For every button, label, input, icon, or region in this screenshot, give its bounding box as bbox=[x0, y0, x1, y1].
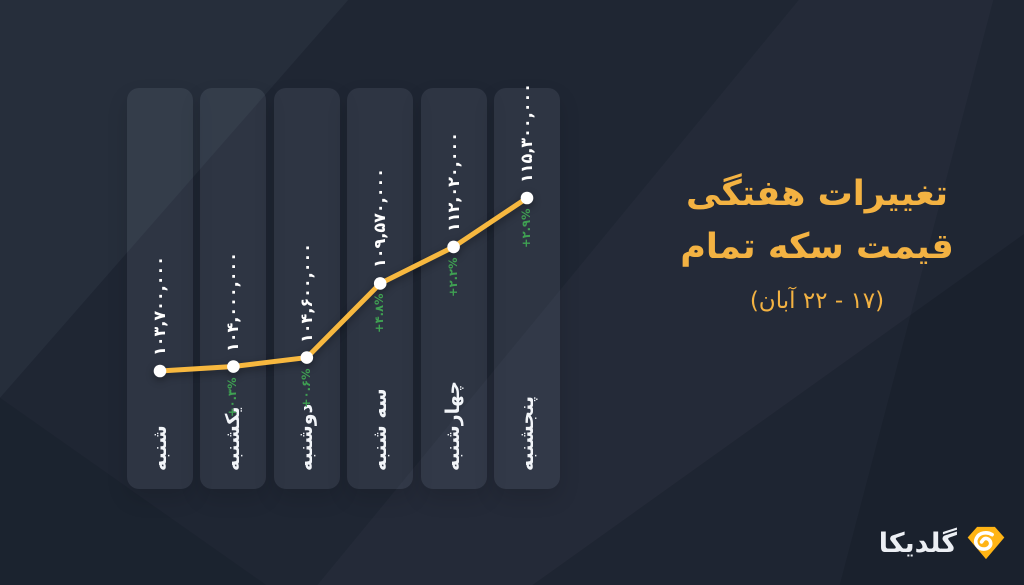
data-point bbox=[227, 360, 240, 373]
day-label: دوشنبه bbox=[295, 403, 318, 471]
price-line bbox=[157, 195, 530, 374]
data-point bbox=[447, 240, 460, 254]
chart-date-range: (۱۷ - ۲۲ آبان) bbox=[749, 288, 885, 314]
goldika-gem-icon bbox=[967, 526, 1005, 560]
bar-column bbox=[494, 88, 560, 489]
bar-column bbox=[273, 88, 340, 489]
bar-column bbox=[200, 88, 267, 489]
value-label: ۱۱۲,۰۲۰,۰۰۰ bbox=[443, 131, 463, 232]
chart-title-line1: تغییرات هفتگی bbox=[685, 174, 949, 214]
change-percent-label: +۲.۹% bbox=[519, 208, 533, 248]
data-point bbox=[373, 277, 387, 290]
bar-column bbox=[127, 88, 193, 489]
goldika-logo: گلدیکا bbox=[879, 525, 1006, 561]
title-block: تغییرات هفتگی قیمت سکه تمام (۱۷ - ۲۲ آبا… bbox=[602, 168, 1024, 314]
data-point bbox=[520, 191, 534, 205]
day-label: چهارشنبه bbox=[442, 380, 465, 471]
change-percent-label: +۰.۳% bbox=[225, 376, 240, 417]
value-label: ۱۰۳,۷۰۰,۰۰۰ bbox=[150, 255, 169, 356]
data-point bbox=[153, 364, 167, 378]
day-label: شنبه bbox=[148, 425, 171, 471]
change-percent-label: +۰.۶% bbox=[298, 367, 313, 408]
chart-title-line2: قیمت سکه تمام bbox=[680, 227, 954, 267]
change-percent-label: +۲.۲% bbox=[445, 257, 460, 297]
value-label: ۱۱۵,۳۰۰,۰۰۰ bbox=[517, 82, 536, 183]
bar-column bbox=[420, 88, 487, 489]
value-label: ۱۰۴,۶۰۰,۰۰۰ bbox=[296, 242, 316, 343]
day-label: پنجشنبه bbox=[515, 396, 538, 471]
value-label: ۱۰۴,۰۰۰,۰۰۰ bbox=[223, 251, 243, 352]
value-label: ۱۰۹,۵۷۰,۰۰۰ bbox=[370, 168, 390, 269]
data-point bbox=[300, 351, 314, 364]
day-label: سه شنبه bbox=[368, 388, 391, 471]
goldika-logo-text: گلدیکا bbox=[878, 527, 957, 559]
change-percent-label: +۴.۸% bbox=[372, 293, 387, 334]
